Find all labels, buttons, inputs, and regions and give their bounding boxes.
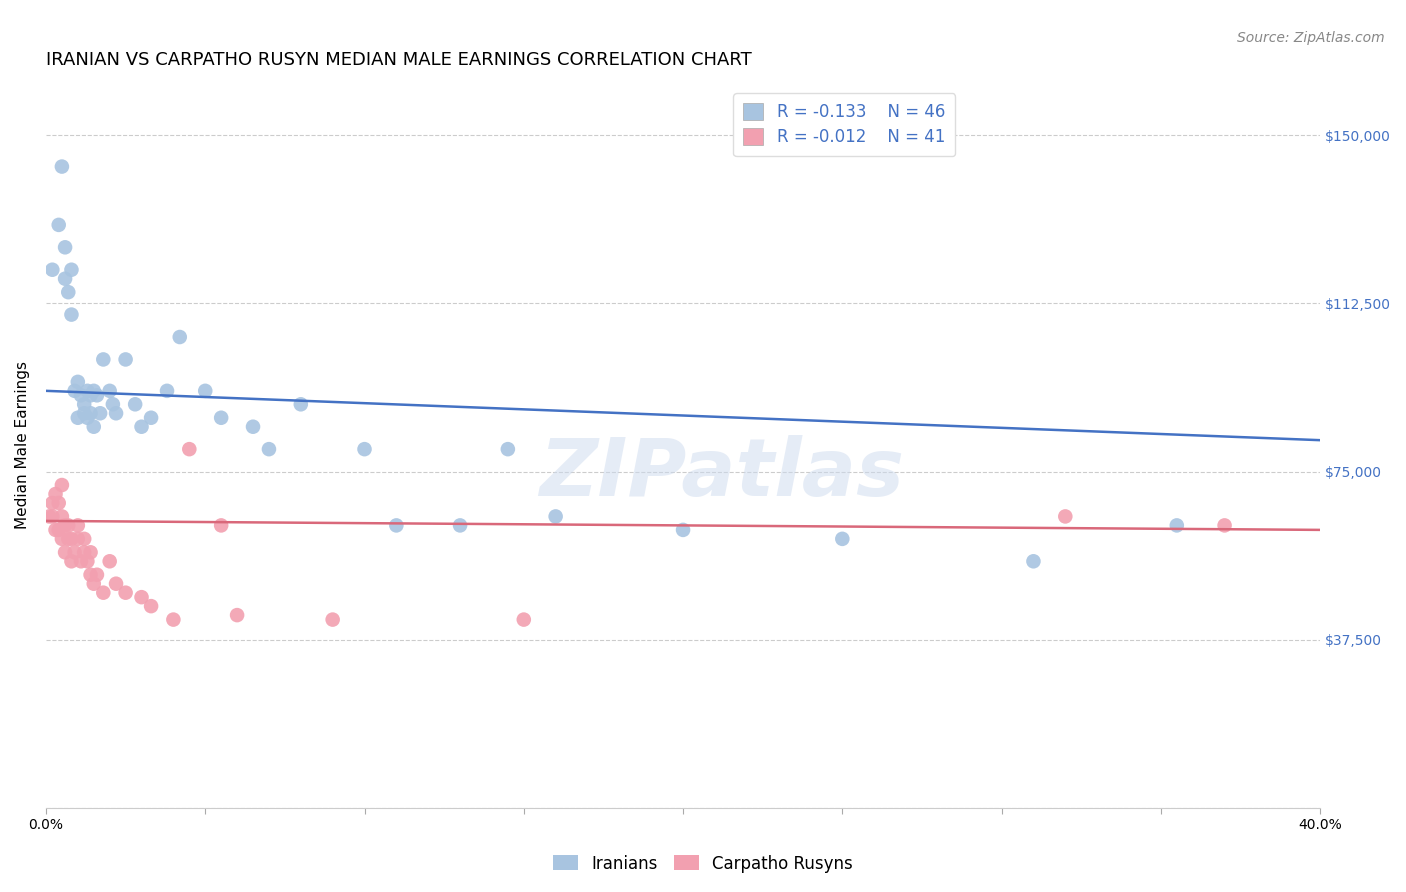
Point [79,567,101,582]
Point [124,397,146,411]
Point [672,523,695,537]
Point [51,532,73,546]
Point [53,240,76,254]
Legend: R = -0.133    N = 46, R = -0.012    N = 41: R = -0.133 N = 46, R = -0.012 N = 41 [734,94,955,156]
Point [73,406,96,420]
Point [60,262,83,277]
Point [257,442,280,457]
Point [58,285,80,300]
Point [48,218,70,232]
Point [89,406,111,420]
Point [114,585,136,599]
Point [76,554,98,568]
Point [76,384,98,398]
Point [48,496,70,510]
Point [63,545,86,559]
Point [105,406,128,420]
Point [53,545,76,559]
Point [44,487,66,501]
Point [83,419,105,434]
Text: Source: ZipAtlas.com: Source: ZipAtlas.com [1237,31,1385,45]
Point [209,410,232,425]
Point [91,585,114,599]
Point [385,518,408,533]
Point [1166,518,1188,533]
Point [41,509,63,524]
Point [79,545,101,559]
Point [66,375,89,389]
Point [60,532,83,546]
Point [53,518,76,533]
Point [156,384,179,398]
Point [79,388,101,402]
Point [353,442,375,457]
Point [60,554,83,568]
Y-axis label: Median Male Earnings: Median Male Earnings [15,360,30,529]
Point [496,442,519,457]
Point [91,352,114,367]
Point [1213,518,1236,533]
Point [162,613,184,627]
Point [139,599,162,614]
Point [41,496,63,510]
Point [83,384,105,398]
Point [70,388,93,402]
Point [101,397,124,411]
Point [41,262,63,277]
Point [73,397,96,411]
Point [73,532,96,546]
Point [139,410,162,425]
Point [209,518,232,533]
Point [1054,509,1077,524]
Point [73,545,96,559]
Point [60,308,83,322]
Point [98,384,121,398]
Point [322,613,344,627]
Point [66,532,89,546]
Point [86,388,108,402]
Point [831,532,853,546]
Point [131,590,153,604]
Point [51,509,73,524]
Point [449,518,471,533]
Point [131,419,153,434]
Point [242,419,264,434]
Point [58,532,80,546]
Point [51,478,73,492]
Point [76,410,98,425]
Point [179,442,201,457]
Point [86,567,108,582]
Point [66,518,89,533]
Point [169,330,191,344]
Point [290,397,312,411]
Point [70,554,93,568]
Point [226,608,249,623]
Point [66,410,89,425]
Point [83,576,105,591]
Point [48,523,70,537]
Point [44,523,66,537]
Point [53,271,76,285]
Text: IRANIAN VS CARPATHO RUSYN MEDIAN MALE EARNINGS CORRELATION CHART: IRANIAN VS CARPATHO RUSYN MEDIAN MALE EA… [46,51,752,69]
Point [194,384,217,398]
Point [58,518,80,533]
Point [63,384,86,398]
Point [38,509,60,524]
Point [79,406,101,420]
Point [98,554,121,568]
Point [513,613,536,627]
Point [51,160,73,174]
Point [114,352,136,367]
Point [1022,554,1045,568]
Point [544,509,567,524]
Point [105,576,128,591]
Legend: Iranians, Carpatho Rusyns: Iranians, Carpatho Rusyns [546,848,860,880]
Text: ZIPatlas: ZIPatlas [538,434,904,513]
